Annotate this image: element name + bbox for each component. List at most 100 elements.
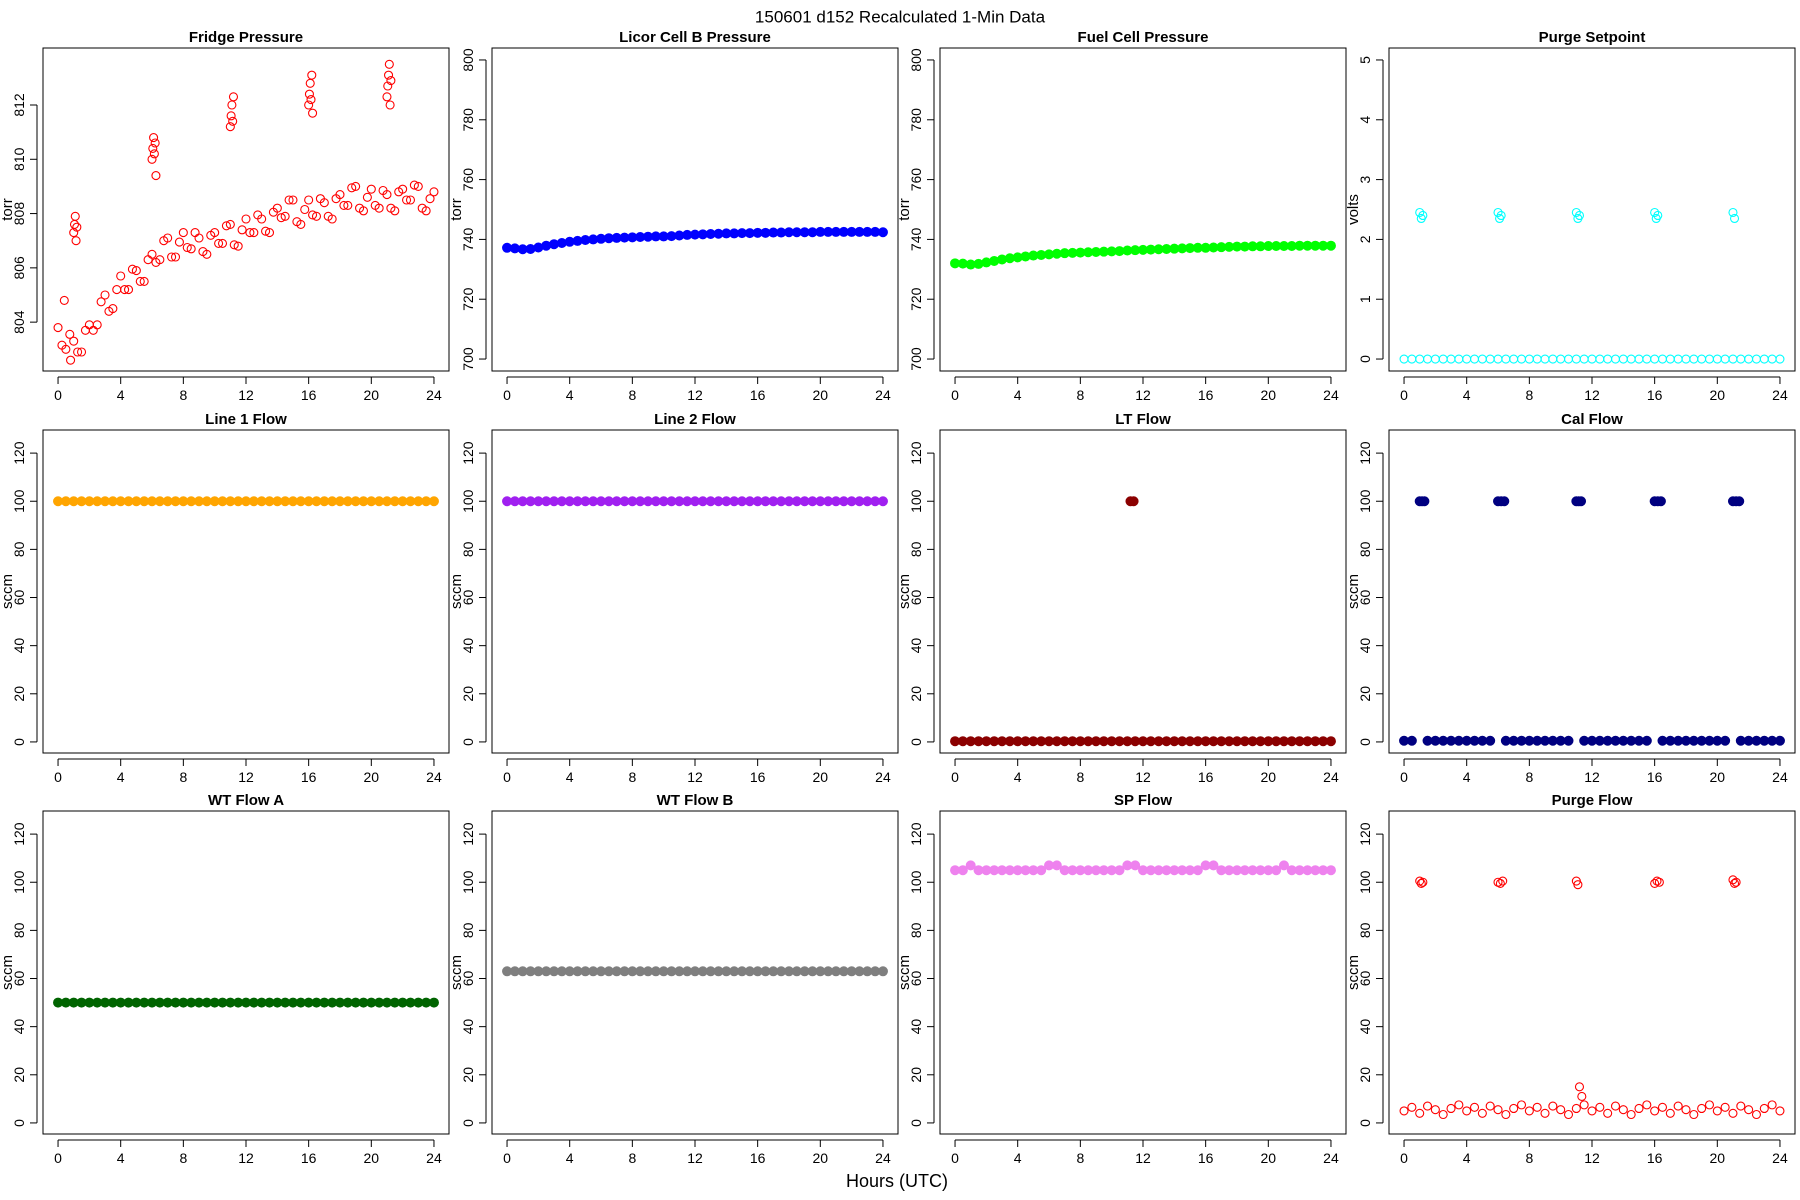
data-point [1731,877,1741,887]
y-tick-label: 80 [1357,541,1373,557]
y-tick-label: 40 [908,1019,924,1035]
data-point [1775,1106,1785,1116]
data-point [76,347,87,357]
data-point [307,70,317,80]
x-tick-label: 0 [951,1150,959,1166]
data-point [1036,865,1047,876]
y-tick-label: 760 [908,168,924,192]
x-tick-label: 4 [1463,769,1471,785]
data-point [65,329,75,339]
x-tick-label: 24 [1772,1150,1788,1166]
x-tick-label: 24 [1772,387,1788,403]
data-point [383,70,394,80]
data-point [72,222,82,232]
panel-title: Cal Flow [1561,411,1623,428]
x-tick-label: 24 [875,769,891,785]
panel-title: Line 2 Flow [654,411,736,428]
panel: WT Flow B sccm 0 4 8 12 16 20 24 0 20 40 60 80 100 120 [448,792,899,1166]
y-tick-label: 740 [908,228,924,252]
data-point [370,200,380,210]
data-point [386,76,396,86]
data-point [120,285,130,295]
data-point [1574,1082,1585,1092]
data-point [1493,1105,1503,1115]
y-tick-label: 120 [11,822,27,846]
x-tick-label: 20 [364,387,380,403]
x-tick-label: 4 [566,769,574,785]
y-tick-label: 60 [1357,971,1373,987]
y-tick-label: 60 [908,971,924,987]
panel-title: Fuel Cell Pressure [1078,29,1209,46]
x-tick-label: 12 [1584,769,1600,785]
x-tick-label: 12 [1135,387,1151,403]
data-point [268,207,278,217]
y-tick-label: 0 [1357,738,1373,746]
y-tick-label: 100 [1357,870,1373,894]
data-point [276,213,286,223]
x-tick-label: 0 [54,769,62,785]
data-point [71,236,81,246]
data-point [214,238,224,248]
plot-frame [939,810,1347,1135]
x-tick-label: 0 [1400,769,1408,785]
x-tick-label: 16 [1647,387,1663,403]
y-tick-label: 20 [908,1067,924,1083]
data-point [1548,1101,1558,1111]
data-point [965,860,976,871]
data-point [300,204,310,215]
x-tick-label: 20 [1261,769,1277,785]
data-point [1130,860,1141,871]
data-point [1641,735,1652,746]
panel: SP Flow sccm 0 4 8 12 16 20 24 0 20 40 60 80 100 120 [896,792,1347,1166]
data-point [1469,1102,1480,1112]
data-point [383,81,393,91]
data-point [315,194,325,204]
data-point [151,257,161,267]
plot-frame [1388,429,1796,754]
data-point [304,100,314,110]
y-tick-label: 20 [460,1067,476,1083]
x-tick-label: 4 [1014,769,1022,785]
data-point [1563,1109,1574,1120]
data-point [1650,207,1660,218]
data-point [237,225,247,235]
y-tick-label: 100 [1357,489,1373,513]
data-point [311,211,322,221]
x-tick-label: 24 [1323,769,1339,785]
data-point [190,228,200,238]
data-point [1438,1109,1448,1120]
data-point [1454,1100,1464,1110]
data-point [1406,735,1417,746]
y-tick-label: 20 [908,686,924,702]
data-point [323,211,333,221]
x-tick-label: 12 [1135,769,1151,785]
data-point [1509,1103,1519,1114]
y-tick-label: 760 [460,168,476,192]
y-axis-label: sccm [0,574,16,609]
x-tick-label: 4 [117,769,125,785]
data-point [245,228,255,238]
data-point [877,227,888,238]
data-point [182,242,192,253]
data-point [264,228,275,238]
data-point [355,203,365,213]
y-axis-label: sccm [0,955,16,990]
panel: Purge Flow sccm 0 4 8 12 16 20 24 0 20 40 60 80 100 120 [1345,792,1796,1166]
x-tick-label: 8 [1525,769,1533,785]
data-point [292,217,302,227]
data-point [1689,1109,1699,1120]
y-axis-label: torr [0,198,16,221]
y-tick-label: 20 [1357,686,1373,702]
y-tick-label: 100 [460,870,476,894]
data-point [116,271,126,281]
data-point [1415,207,1425,218]
y-tick-label: 120 [460,441,476,465]
data-point [417,203,427,213]
plot-frame [491,810,899,1135]
data-point [170,252,181,262]
x-tick-label: 24 [426,387,442,403]
data-point [1650,878,1660,888]
data-point [1665,1108,1675,1118]
y-tick-label: 20 [11,1067,27,1083]
data-point [70,211,80,221]
